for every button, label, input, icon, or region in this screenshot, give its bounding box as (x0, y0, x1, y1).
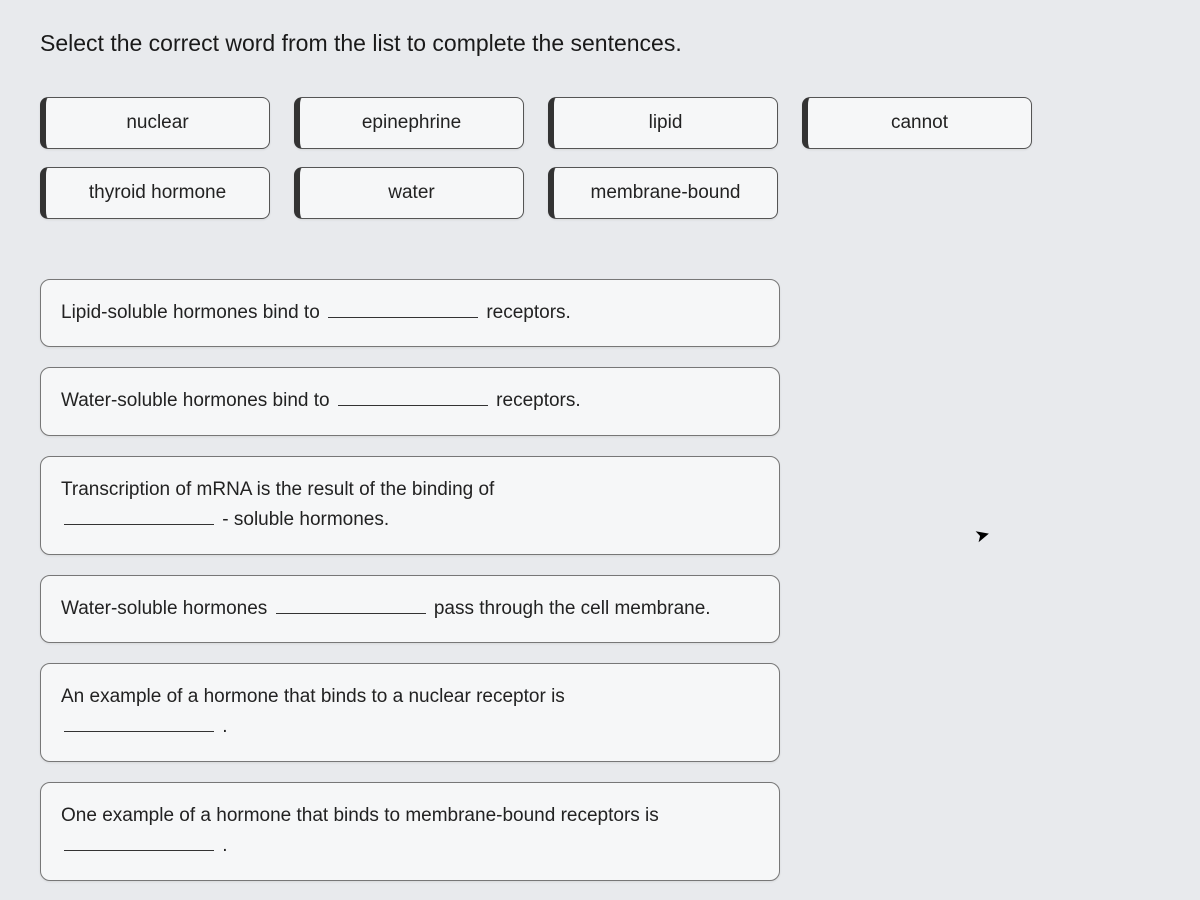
sentence-6[interactable]: One example of a hormone that binds to m… (40, 782, 780, 881)
sentence-text: An example of a hormone that binds to a … (61, 686, 565, 707)
sentence-text: . (217, 835, 228, 856)
word-tile-thyroid-hormone[interactable]: thyroid hormone (40, 167, 270, 219)
instruction-text: Select the correct word from the list to… (40, 30, 1160, 57)
sentence-3[interactable]: Transcription of mRNA is the result of t… (40, 456, 780, 555)
word-bank: nuclear epinephrine lipid cannot thyroid… (40, 97, 1160, 219)
sentence-text: pass through the cell membrane. (429, 598, 711, 619)
word-tile-nuclear[interactable]: nuclear (40, 97, 270, 149)
blank-slot[interactable] (64, 832, 214, 851)
sentence-text: receptors. (481, 302, 571, 323)
sentence-text: Water-soluble hormones bind to (61, 390, 335, 411)
sentence-4[interactable]: Water-soluble hormones pass through the … (40, 575, 780, 643)
blank-slot[interactable] (64, 713, 214, 732)
sentence-text: Transcription of mRNA is the result of t… (61, 479, 494, 500)
sentence-text: Lipid-soluble hormones bind to (61, 302, 325, 323)
blank-slot[interactable] (64, 506, 214, 525)
word-tile-epinephrine[interactable]: epinephrine (294, 97, 524, 149)
sentence-1[interactable]: Lipid-soluble hormones bind to receptors… (40, 279, 780, 347)
sentence-text: Water-soluble hormones (61, 598, 273, 619)
sentence-list: Lipid-soluble hormones bind to receptors… (40, 279, 780, 881)
word-tile-water[interactable]: water (294, 167, 524, 219)
blank-slot[interactable] (276, 595, 426, 614)
sentence-2[interactable]: Water-soluble hormones bind to receptors… (40, 367, 780, 435)
cursor-icon: ➤ (973, 523, 993, 547)
sentence-5[interactable]: An example of a hormone that binds to a … (40, 663, 780, 762)
sentence-text: One example of a hormone that binds to m… (61, 805, 659, 826)
sentence-text: receptors. (491, 390, 581, 411)
blank-slot[interactable] (328, 299, 478, 318)
word-tile-cannot[interactable]: cannot (802, 97, 1032, 149)
word-tile-membrane-bound[interactable]: membrane-bound (548, 167, 778, 219)
sentence-text: - soluble hormones. (217, 509, 389, 530)
blank-slot[interactable] (338, 387, 488, 406)
sentence-text: . (217, 716, 228, 737)
word-tile-lipid[interactable]: lipid (548, 97, 778, 149)
